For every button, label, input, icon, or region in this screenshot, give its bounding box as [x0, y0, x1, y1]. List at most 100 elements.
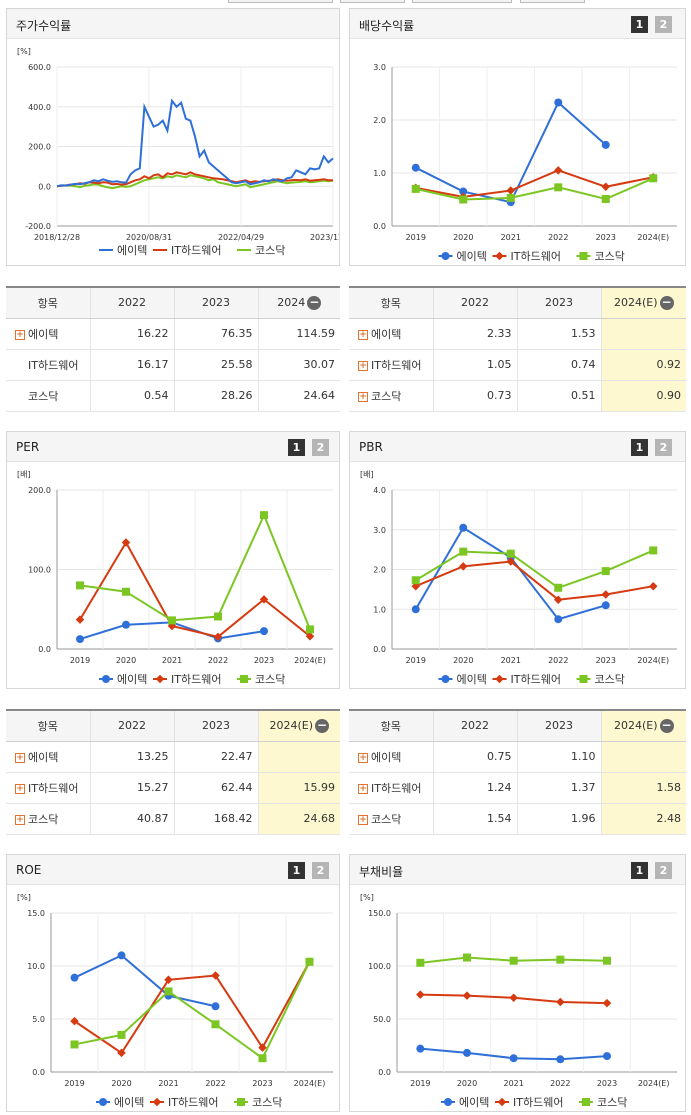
series-line: [79, 512, 311, 630]
collapse-minus-icon[interactable]: −: [659, 294, 674, 310]
x-tick-label: 2020: [111, 1079, 131, 1088]
pbr-table: 항목 2022 2023 2024(E) − + 에이텍 0.75 1.10 + IT하드웨어 1.2…: [349, 709, 686, 835]
row-name-cell: + 에이텍: [349, 318, 433, 350]
y-tick-label: 100.0: [368, 962, 391, 971]
x-tick-label: 2024(E): [638, 1079, 670, 1088]
data-point: [601, 590, 610, 599]
value-cell: 0.54: [89, 380, 174, 412]
tab-1-button[interactable]: 1: [631, 439, 648, 456]
data-point: [649, 581, 658, 591]
collapse-minus-icon[interactable]: −: [307, 294, 322, 310]
column-header-label: 항목: [37, 719, 58, 733]
dividend-yield-chart: 3.0 2.0 1.0 0.0 2019 2020 2021 2022 2023 2024(E) 에…: [373, 63, 677, 263]
tab-2-button[interactable]: 2: [312, 439, 329, 456]
expand-plus-icon[interactable]: +: [358, 783, 368, 794]
tab-1-button[interactable]: 1: [288, 862, 305, 879]
data-point: [601, 567, 610, 576]
expand-plus-icon[interactable]: +: [358, 752, 368, 763]
row-name-cell: 코스닥: [6, 380, 90, 412]
top-tab-1[interactable]: [228, 0, 333, 3]
x-tick-label: 2023: [596, 233, 616, 242]
series-line: [74, 954, 216, 1008]
y-tick-label: 1.0: [373, 605, 386, 614]
data-point: [76, 581, 84, 590]
row-name-label: IT하드웨어: [28, 358, 79, 372]
data-point: [506, 549, 515, 558]
expand-plus-icon[interactable]: +: [15, 329, 25, 340]
row-name-label: 코스닥: [28, 389, 59, 403]
collapse-minus-icon[interactable]: −: [315, 717, 330, 733]
tab-1-button[interactable]: 1: [631, 16, 648, 33]
data-point: [75, 615, 85, 624]
table-row: + 에이텍 13.25 22.47: [6, 741, 340, 773]
expand-plus-icon[interactable]: +: [358, 360, 368, 371]
y-tick-label: 2.0: [373, 116, 386, 125]
column-header-label: 2023: [545, 719, 573, 733]
column-header: 2024(E) −: [600, 286, 686, 319]
expand-plus-icon[interactable]: +: [15, 783, 25, 794]
tab-2-button[interactable]: 2: [655, 16, 672, 33]
data-point: [240, 675, 248, 683]
column-header-label: 2024: [277, 295, 306, 309]
data-point: [76, 635, 84, 644]
column-header: 항목: [349, 286, 433, 319]
expand-plus-icon[interactable]: +: [358, 814, 368, 825]
data-point: [603, 1052, 611, 1061]
x-tick-label: 2024(E): [637, 656, 669, 665]
tab-2-button[interactable]: 2: [655, 862, 672, 879]
tab-1-button[interactable]: 1: [288, 439, 305, 456]
data-point: [506, 186, 515, 195]
x-tick-label: 2019: [70, 656, 90, 665]
series-line: [56, 174, 334, 190]
x-tick-label: 2020: [453, 656, 473, 665]
table-row: + 코스닥 1.54 1.96 2.48: [349, 803, 686, 835]
y-tick-label: 4.0: [373, 486, 386, 495]
value-cell: 24.68: [257, 803, 340, 835]
series-line: [415, 549, 654, 589]
expand-plus-icon[interactable]: +: [358, 329, 368, 340]
data-point: [649, 546, 658, 555]
value-cell: 114.59: [257, 318, 340, 350]
tab-2-button[interactable]: 2: [655, 439, 672, 456]
data-point: [260, 511, 268, 520]
row-name-cell: + IT하드웨어: [349, 349, 433, 381]
value-cell: 1.24: [432, 772, 517, 804]
value-cell: 40.87: [89, 803, 174, 835]
column-header: 2023: [516, 286, 601, 319]
x-tick-label: 2022: [550, 1079, 570, 1088]
data-point: [556, 955, 565, 964]
panel-title: PBR: [359, 440, 383, 454]
panel-header: ROE 1 2: [7, 855, 339, 885]
data-point: [211, 1020, 220, 1029]
series-line: [56, 171, 333, 188]
data-point: [258, 1043, 267, 1052]
data-point: [411, 163, 420, 172]
stock-return-table: 항목 2022 2023 2024− + 에이텍 16.22 76.35 114.59 IT하드웨…: [6, 286, 340, 412]
x-tick-label: 2024(E): [294, 656, 326, 665]
data-point: [117, 1030, 126, 1039]
collapse-minus-icon[interactable]: −: [659, 717, 674, 733]
panel-title: 부채비율: [359, 865, 404, 879]
tab-2-button[interactable]: 2: [312, 862, 329, 879]
top-tab-4[interactable]: [520, 0, 585, 3]
value-cell: 16.22: [89, 318, 174, 350]
x-tick-label: 2022: [548, 656, 568, 665]
top-tab-3[interactable]: [412, 0, 512, 3]
row-name-label: 코스닥: [371, 389, 402, 403]
top-tab-2[interactable]: [340, 0, 405, 3]
legend-label: IT하드웨어: [171, 243, 221, 257]
expand-plus-icon[interactable]: +: [358, 391, 368, 402]
y-tick-label: 1.0: [373, 169, 386, 178]
column-header: 2022: [432, 709, 517, 742]
legend-label: 에이텍: [117, 244, 147, 257]
tab-1-button[interactable]: 1: [631, 862, 648, 879]
data-point: [554, 98, 563, 107]
data-point: [441, 252, 450, 260]
expand-plus-icon[interactable]: +: [15, 752, 25, 763]
data-point: [601, 194, 610, 203]
expand-plus-icon[interactable]: +: [15, 814, 25, 825]
data-point: [117, 1048, 126, 1058]
value-cell: 0.74: [516, 349, 601, 381]
data-point: [121, 538, 131, 547]
table-row: + 에이텍 2.33 1.53: [349, 318, 686, 350]
